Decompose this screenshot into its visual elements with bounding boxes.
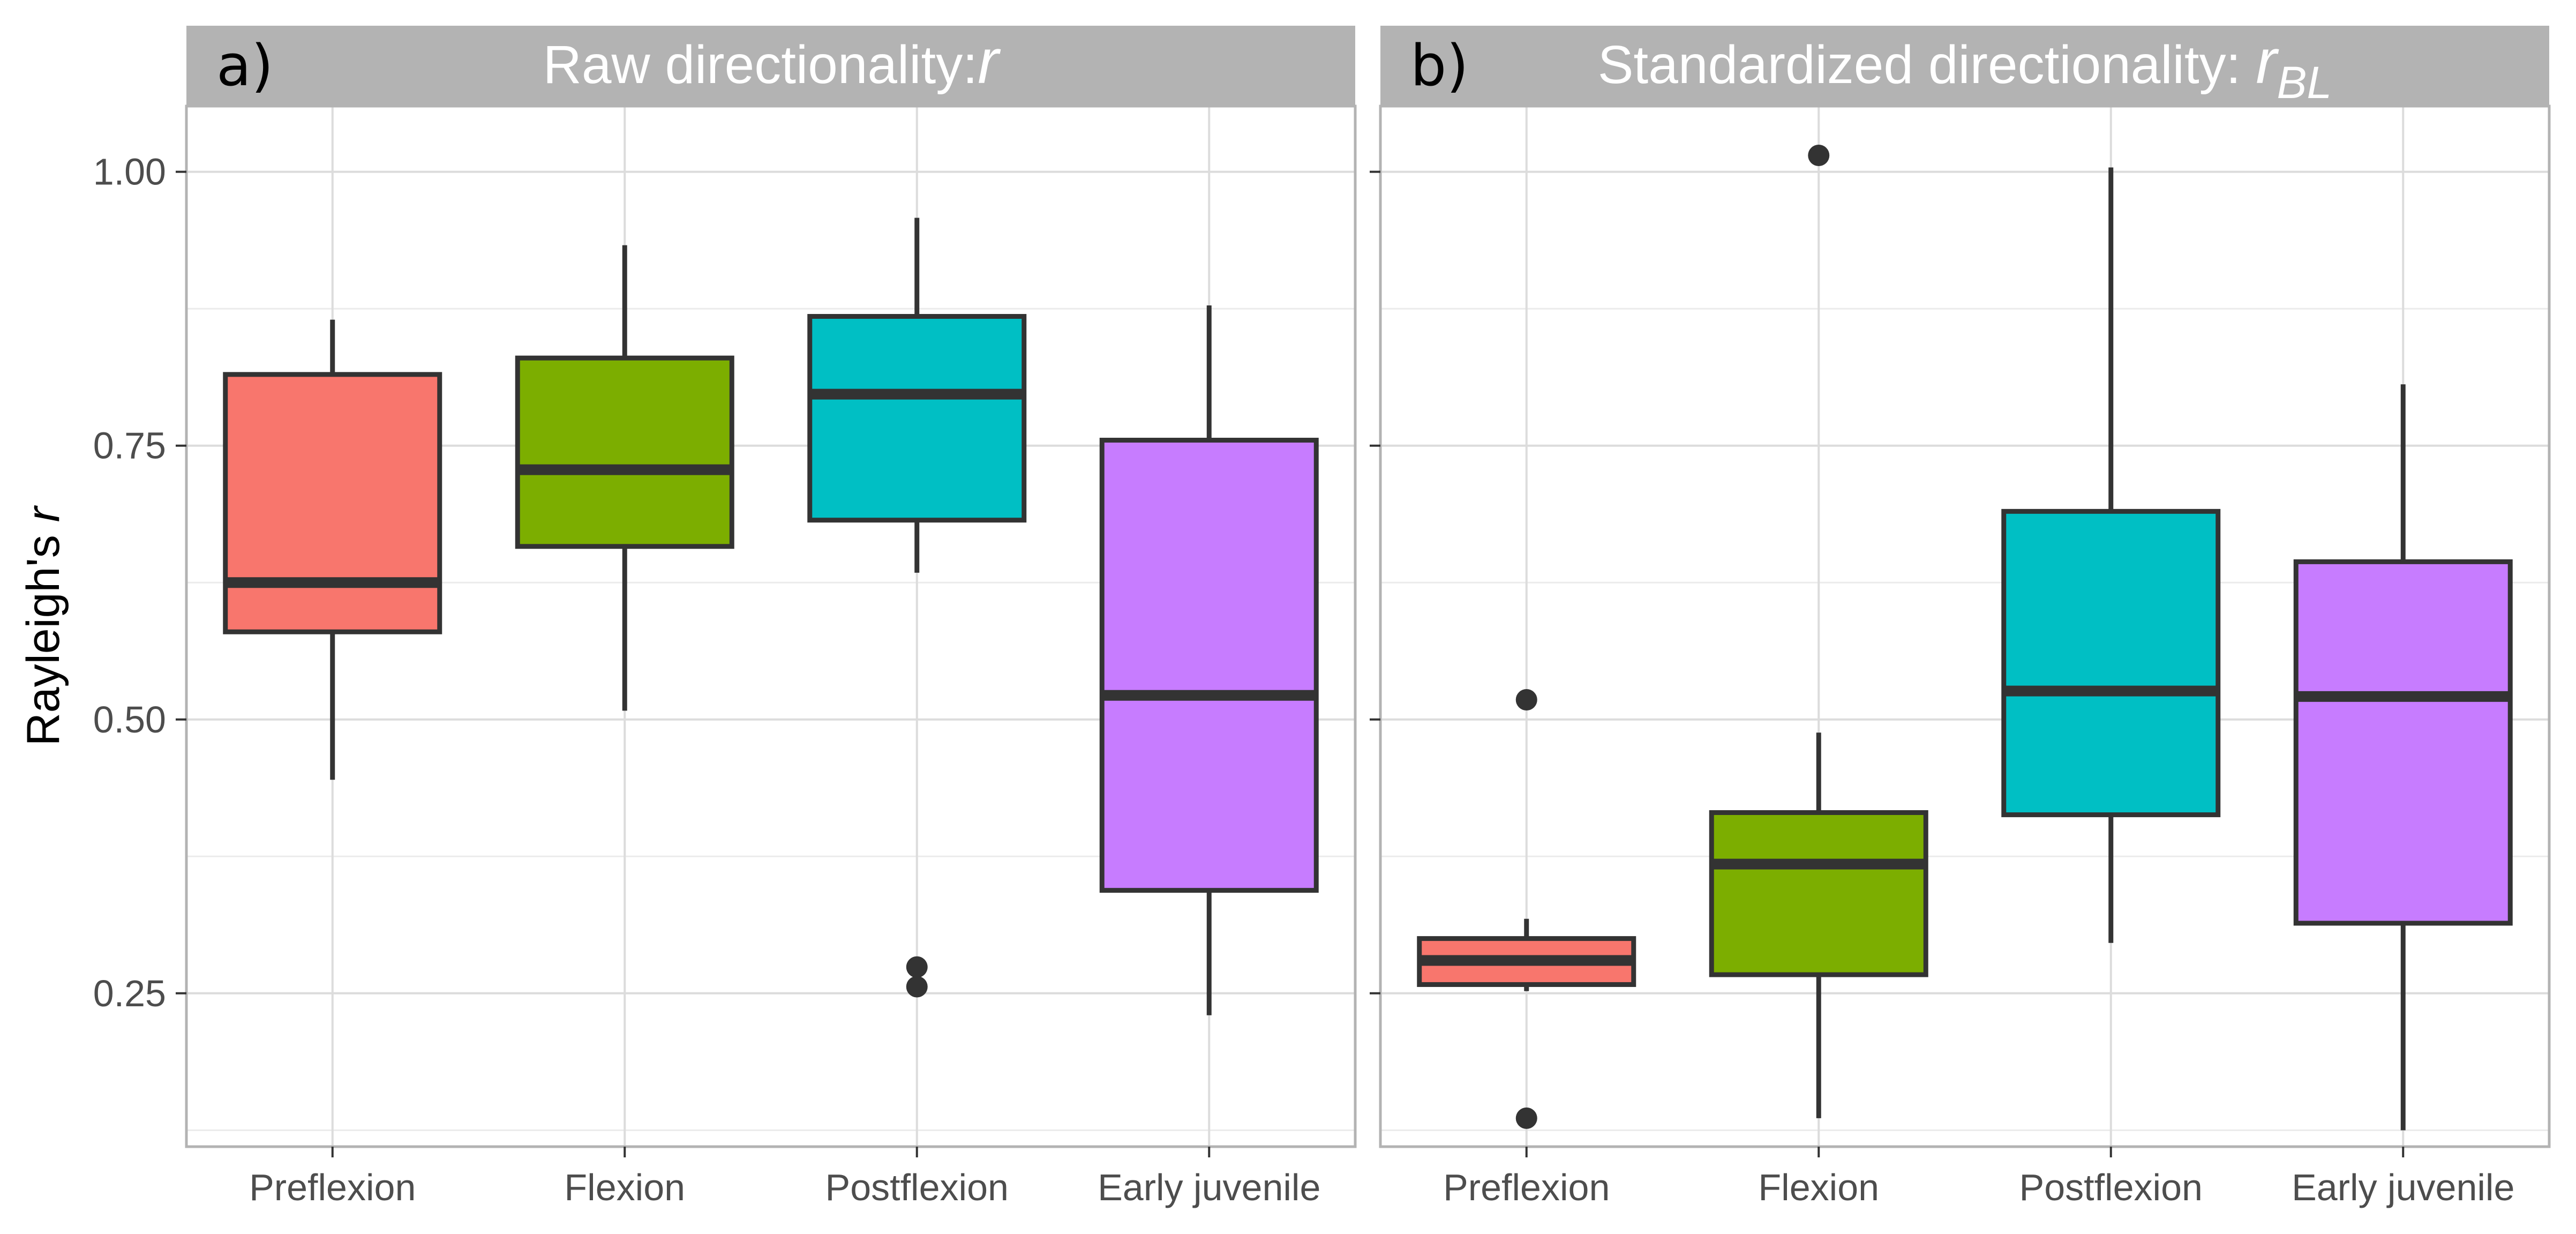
box-iqr — [515, 355, 734, 549]
facet-title-subscript: BL — [2277, 57, 2332, 108]
y-tick-label: 0.50 — [93, 699, 166, 741]
facet-title: Standardized directionality: rBL — [1598, 26, 2332, 108]
panel-tag: b) — [1410, 33, 1469, 99]
y-tick-label: 0.25 — [93, 973, 166, 1014]
x-tick-label: Flexion — [1758, 1166, 1879, 1208]
box-preflexion — [1417, 689, 1636, 1129]
outlier-point — [1515, 689, 1537, 711]
box-iqr — [2001, 508, 2221, 818]
outlier-point — [906, 976, 928, 998]
outlier-point — [1515, 1107, 1537, 1129]
x-tick-label: Flexion — [564, 1166, 685, 1208]
facet-title-prefix: Standardized directionality: — [1598, 35, 2256, 95]
x-tick-label: Postflexion — [825, 1166, 1009, 1208]
box-preflexion — [223, 319, 442, 780]
box-postflexion — [2001, 167, 2221, 943]
x-tick-label: Early juvenile — [1098, 1166, 1320, 1208]
outlier-point — [1808, 144, 1830, 166]
box-iqr — [807, 313, 1027, 523]
panel-tag: a) — [216, 33, 273, 99]
panel-b: b) Standardized directionality: rBL Prefle… — [1370, 26, 2551, 1208]
y-axis-title-prefix: Rayleigh's — [18, 522, 69, 746]
box-postflexion — [807, 218, 1027, 998]
box-flexion — [515, 245, 734, 711]
outlier-point — [906, 956, 928, 978]
box-early-juvenile — [1099, 305, 1319, 1015]
box-iqr — [1099, 437, 1319, 893]
x-tick-label: Preflexion — [249, 1166, 416, 1208]
facet-strip — [1380, 26, 2549, 106]
x-tick-label: Postflexion — [2019, 1166, 2203, 1208]
box-flexion — [1709, 144, 1928, 1118]
y-axis-title-symbol: r — [18, 505, 69, 522]
x-tick-label: Preflexion — [1443, 1166, 1610, 1208]
y-axis-title: Rayleigh's r — [18, 505, 69, 746]
facet-strip — [186, 26, 1355, 106]
box-iqr — [1709, 810, 1928, 977]
box-iqr — [2293, 559, 2513, 926]
facet-title-symbol: r — [2256, 26, 2279, 97]
facet-title-prefix: Raw directionality: — [543, 35, 978, 95]
box-iqr — [223, 372, 442, 634]
y-tick-label: 0.75 — [93, 425, 166, 467]
facet-title: Raw directionality:r — [543, 26, 1001, 97]
facet-title-symbol: r — [978, 26, 1001, 97]
box-early-juvenile — [2293, 384, 2513, 1131]
x-tick-label: Early juvenile — [2292, 1166, 2514, 1208]
y-tick-label: 1.00 — [93, 151, 166, 193]
